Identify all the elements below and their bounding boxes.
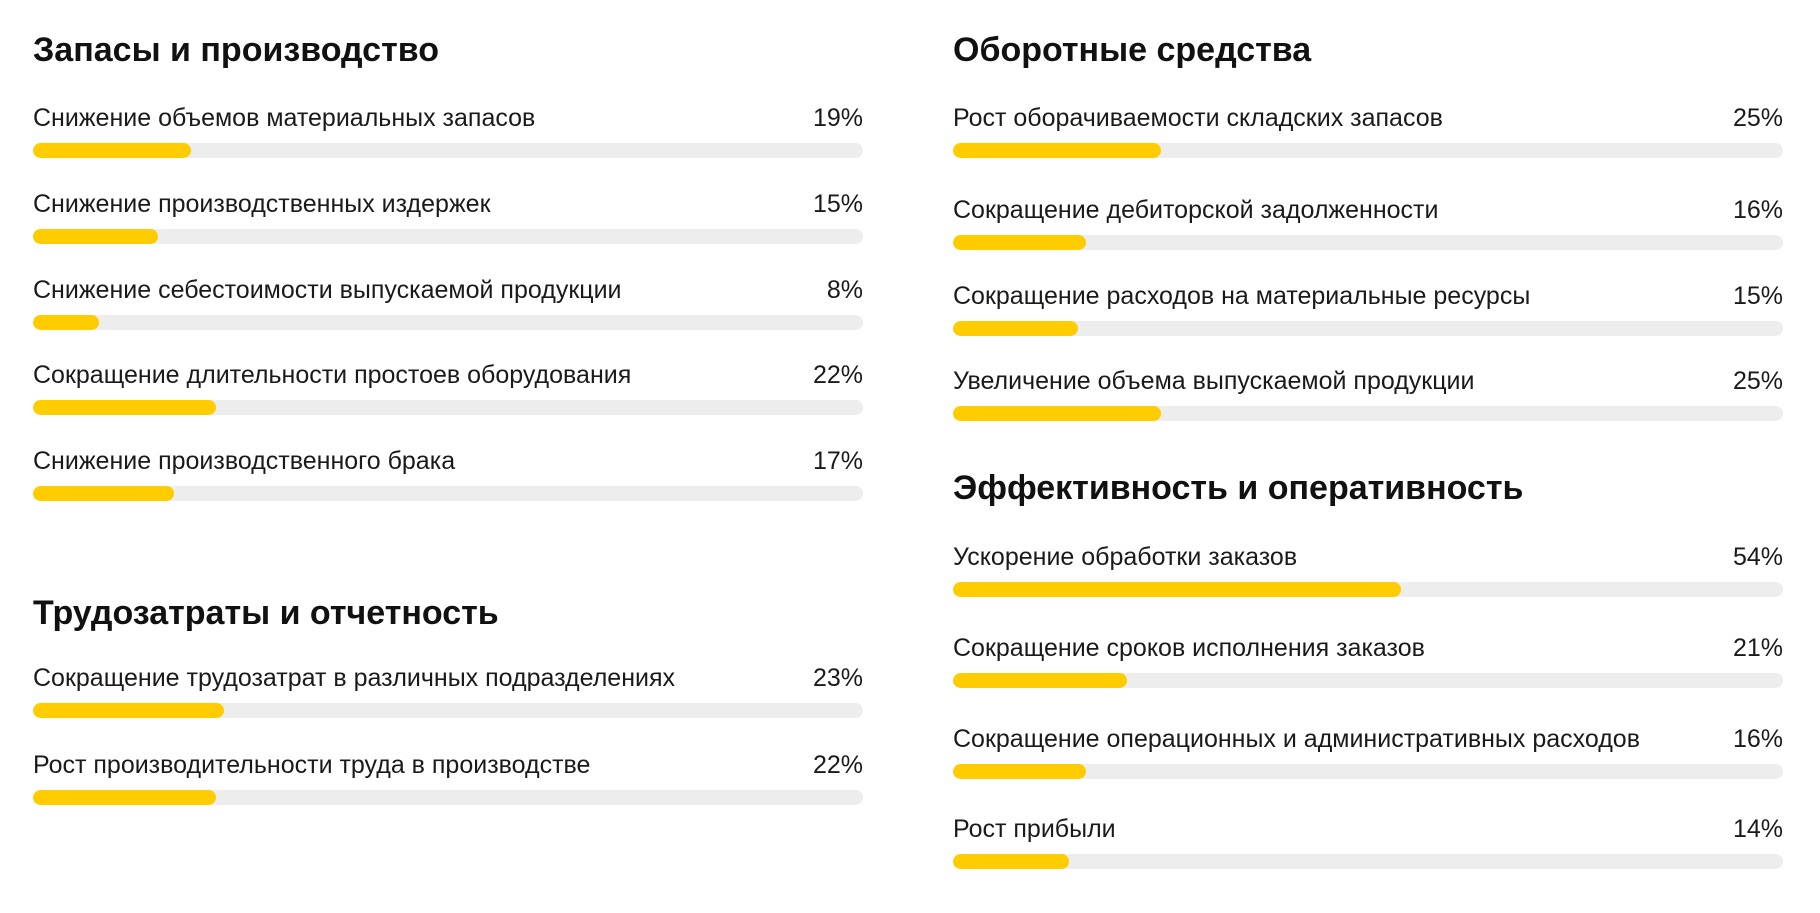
metric-row: Сокращение операционных и административн… — [953, 724, 1783, 780]
metric-row: Сокращение трудозатрат в различных подра… — [33, 663, 863, 719]
metric-value: 15% — [812, 190, 863, 218]
metric-label: Сокращение расходов на материальные ресу… — [953, 282, 1531, 310]
metric-label: Рост производительности труда в производ… — [33, 751, 591, 779]
metric-label: Сокращение длительности простоев оборудо… — [33, 361, 632, 389]
bar-fill — [953, 673, 1128, 688]
metric-value: 8% — [826, 276, 863, 304]
bar-fill — [953, 406, 1161, 421]
bar-track — [953, 406, 1783, 421]
metric-label: Снижение производственного брака — [33, 447, 456, 475]
bar-track — [33, 315, 863, 330]
bar-track — [953, 673, 1783, 688]
metric-value: 16% — [1732, 196, 1783, 224]
metric-label: Сокращение дебиторской задолженности — [953, 196, 1439, 224]
metric-value: 19% — [812, 104, 863, 132]
bar-track — [953, 582, 1783, 597]
bar-track — [953, 321, 1783, 336]
section-title-efficiency: Эффективность и оперативность — [953, 469, 1524, 507]
metric-row: Сокращение длительности простоев оборудо… — [33, 360, 863, 416]
metric-row: Ускорение обработки заказов 54% — [953, 542, 1783, 598]
bar-fill — [33, 486, 175, 501]
metric-value: 25% — [1732, 367, 1783, 395]
bar-track — [33, 229, 863, 244]
metric-row: Сокращение дебиторской задолженности 16% — [953, 195, 1783, 251]
metric-label: Сокращение операционных и административн… — [953, 725, 1640, 753]
metric-value: 15% — [1732, 282, 1783, 310]
metric-label: Снижение объемов материальных запасов — [33, 104, 536, 132]
section-title-inventory-production: Запасы и производство — [33, 31, 439, 69]
bar-track — [953, 764, 1783, 779]
bar-track — [33, 143, 863, 158]
metric-row: Снижение производственных издержек 15% — [33, 189, 863, 245]
bar-track — [33, 790, 863, 805]
bar-track — [953, 143, 1783, 158]
bar-track — [953, 854, 1783, 869]
metric-value: 16% — [1732, 725, 1783, 753]
metric-row: Сокращение расходов на материальные ресу… — [953, 281, 1783, 337]
metric-value: 21% — [1732, 634, 1783, 662]
metric-label: Увеличение объема выпускаемой продукции — [953, 367, 1475, 395]
bar-fill — [33, 790, 216, 805]
bar-track — [33, 486, 863, 501]
bar-track — [953, 235, 1783, 250]
metric-value: 23% — [812, 664, 863, 692]
section-title-working-capital: Оборотные средства — [953, 31, 1312, 69]
bar-fill — [953, 143, 1161, 158]
bar-fill — [953, 582, 1402, 597]
bar-fill — [33, 703, 224, 718]
metric-label: Сокращение трудозатрат в различных подра… — [33, 664, 676, 692]
bar-fill — [33, 143, 191, 158]
metric-label: Снижение себестоимости выпускаемой проду… — [33, 276, 622, 304]
metric-row: Снижение производственного брака 17% — [33, 446, 863, 502]
bar-fill — [33, 315, 100, 330]
metric-label: Снижение производственных издержек — [33, 190, 491, 218]
bar-fill — [953, 854, 1070, 869]
metric-label: Рост оборачиваемости складских запасов — [953, 104, 1443, 132]
metric-label: Сокращение сроков исполнения заказов — [953, 634, 1425, 662]
metric-row: Увеличение объема выпускаемой продукции … — [953, 366, 1783, 422]
metric-label: Рост прибыли — [953, 815, 1116, 843]
bar-fill — [33, 229, 158, 244]
bar-track — [33, 400, 863, 415]
bar-fill — [953, 764, 1086, 779]
metric-label: Ускорение обработки заказов — [953, 543, 1298, 571]
metric-value: 54% — [1732, 543, 1783, 571]
metric-row: Рост прибыли 14% — [953, 814, 1783, 870]
metric-row: Рост производительности труда в производ… — [33, 750, 863, 806]
metric-value: 25% — [1732, 104, 1783, 132]
metric-row: Снижение объемов материальных запасов 19… — [33, 103, 863, 159]
metric-row: Сокращение сроков исполнения заказов 21% — [953, 633, 1783, 689]
metric-row: Снижение себестоимости выпускаемой проду… — [33, 275, 863, 331]
bar-track — [33, 703, 863, 718]
section-title-labor-reporting: Трудозатраты и отчетность — [33, 594, 499, 632]
metric-value: 17% — [812, 447, 863, 475]
metric-value: 14% — [1732, 815, 1783, 843]
bar-fill — [953, 321, 1078, 336]
bar-fill — [953, 235, 1086, 250]
metric-value: 22% — [812, 751, 863, 779]
bar-fill — [33, 400, 216, 415]
metric-row: Рост оборачиваемости складских запасов 2… — [953, 103, 1783, 159]
metric-value: 22% — [812, 361, 863, 389]
